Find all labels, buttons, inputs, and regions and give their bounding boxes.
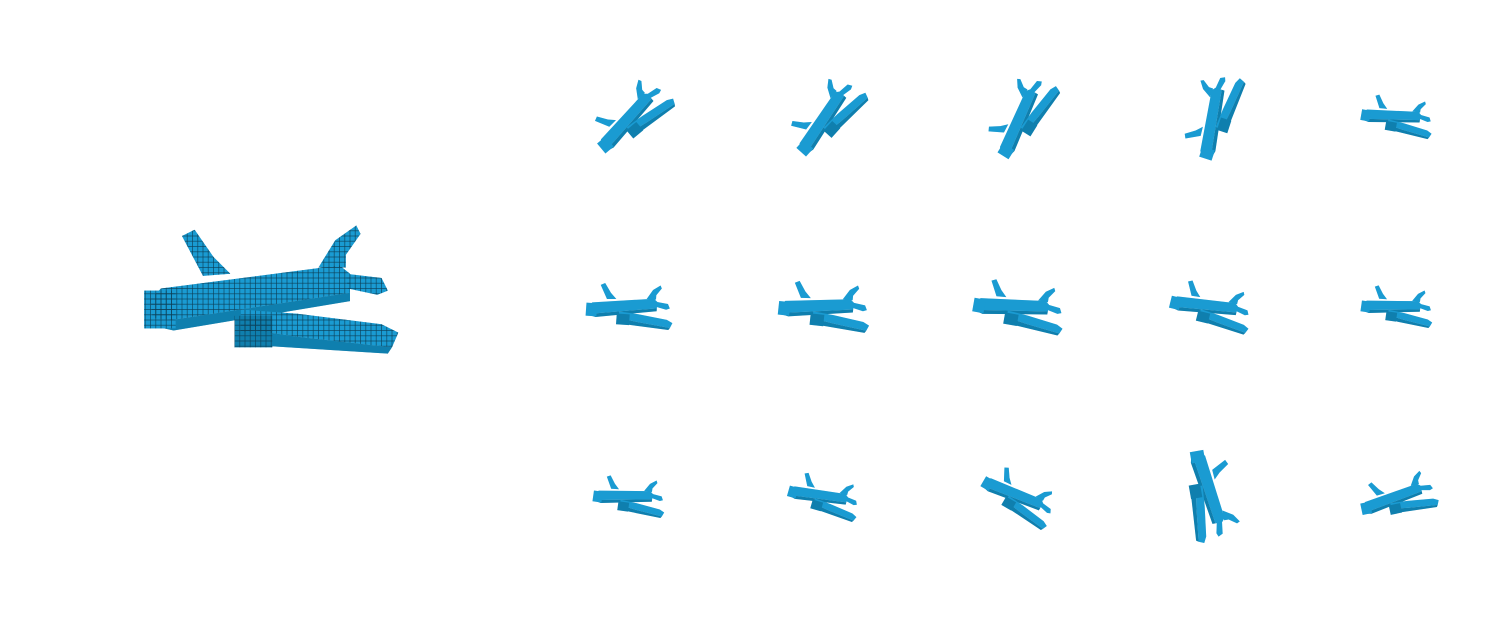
view-grid (582, 66, 1440, 545)
voxel-airplane-view-r1-c3 (978, 66, 1063, 164)
voxel-airplane-view-r2-c3 (970, 274, 1070, 337)
voxel-airplane-view-r3-c4 (1180, 445, 1243, 545)
voxel-airplane-view-r3-c5 (1356, 468, 1440, 523)
voxel-airplane-view-r1-c4 (1177, 66, 1247, 164)
voxel-airplane-view-r1-c2 (779, 68, 871, 163)
voxel-airplane-view-r1-c5 (1359, 90, 1437, 140)
voxel-airplane-view-r3-c1 (591, 472, 669, 519)
voxel-airplane-view-r2-c1 (584, 280, 675, 331)
voxel-airplane-view-r1-c1 (582, 70, 678, 161)
voxel-airplane-view-r3-c3 (976, 459, 1064, 532)
main-voxel-airplane (144, 225, 399, 354)
voxel-airplane-view-r3-c2 (784, 467, 865, 523)
voxel-airplane-view-r2-c5 (1359, 282, 1437, 329)
voxel-airplane-view-r2-c2 (776, 277, 874, 334)
voxel-airplane-view-r2-c4 (1166, 275, 1257, 336)
